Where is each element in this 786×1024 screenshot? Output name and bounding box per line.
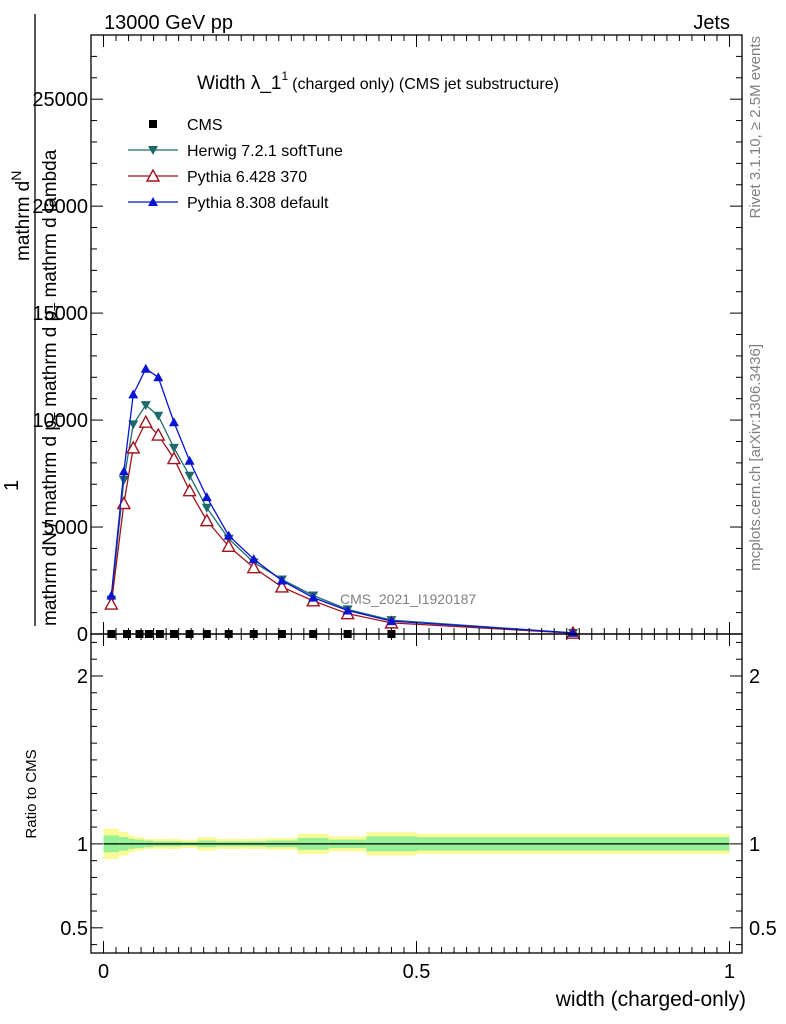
legend-item: Pythia 6.428 370 (128, 168, 307, 186)
y-label-denominator: mathrm dN / mathrm d pT mathrm d pT math… (40, 149, 66, 626)
header-category: Jets (693, 12, 730, 34)
legend-marker (145, 168, 161, 182)
data-point (118, 475, 129, 485)
data-point (199, 513, 214, 527)
y-tick-label: 25000 (32, 89, 88, 111)
legend: CMS Herwig 7.2.1 softTune Pythia 6.428 370… (128, 117, 343, 212)
ratio-plot-panel: 0.5 0.51 12 2 0 0.5 1 (60, 633, 777, 983)
data-point (274, 579, 290, 593)
ratio-y-label: Ratio to CMS (23, 749, 40, 838)
data-point (118, 466, 129, 476)
data-point (138, 414, 153, 428)
x-tick-label: 0 (98, 961, 109, 983)
data-point (168, 417, 179, 427)
y-tick-label: 2 (77, 666, 88, 688)
legend-marker (148, 197, 158, 206)
ratio-y-axis: 0.5 0.5 1 1 2 2 (60, 641, 777, 946)
data-point (276, 575, 287, 585)
data-point (184, 455, 195, 465)
legend-label: Pythia 6.428 370 (187, 169, 307, 186)
data-point (221, 538, 236, 552)
y-tick-label: 15000 (32, 303, 88, 325)
data-point (248, 554, 259, 564)
y-tick-label: 20000 (32, 196, 88, 218)
plot-title-superscript: 1 (281, 69, 288, 83)
data-point (151, 427, 166, 441)
header-process: 13000 GeV pp (104, 12, 233, 34)
data-point (201, 492, 212, 502)
legend-label: Pythia 8.308 default (187, 195, 329, 212)
y-tick-label: 0 (77, 624, 88, 646)
data-point (567, 627, 578, 637)
x-axis-label: width (charged-only) (555, 988, 746, 1011)
x-tick-label: 1 (724, 961, 735, 983)
ratio-x-axis: 0 0.5 1 (98, 634, 735, 983)
main-plot-panel: 0 5000 10000 15000 20000 25000 (32, 34, 743, 646)
x-tick-label: 0.5 (403, 961, 431, 983)
ratio-plot-frame (90, 633, 743, 954)
series-3 (106, 363, 578, 637)
plot-title-main: Width λ_1 (197, 73, 281, 94)
y-tick-label: 5000 (44, 517, 89, 539)
legend-marker (149, 120, 157, 128)
mcplots-label: mcplots.cern.ch [arXiv:1306.3436] (747, 344, 764, 571)
main-y-label: 1 mathrm dN mathrm dN / mathrm d pT math… (1, 14, 66, 626)
data-point (153, 372, 164, 382)
y-tick-label-right: 1 (749, 834, 760, 856)
y-tick-label: 1 (77, 834, 88, 856)
legend-item: CMS (149, 117, 223, 134)
data-point (106, 590, 117, 600)
data-point (128, 389, 139, 399)
data-point (223, 530, 234, 540)
data-point (308, 592, 319, 602)
data-point (166, 451, 182, 465)
legend-label: Herwig 7.2.1 softTune (187, 143, 343, 160)
y-tick-label: 0.5 (60, 918, 88, 940)
y-tick-label: 10000 (32, 410, 88, 432)
data-point (126, 440, 141, 454)
data-point (184, 471, 195, 481)
analysis-watermark: CMS_2021_I1920187 (340, 591, 476, 607)
data-point (140, 401, 151, 411)
data-point (201, 503, 212, 513)
data-point (153, 411, 164, 421)
legend-item: Herwig 7.2.1 softTune (128, 143, 343, 160)
plot-title: Width λ_11 (charged only) (CMS jet substr… (197, 69, 559, 94)
y-tick-label-right: 2 (749, 666, 760, 688)
data-point (386, 616, 397, 626)
data-point (182, 483, 197, 497)
data-point (128, 420, 139, 430)
y-label-numerator: mathrm dN (8, 171, 34, 261)
data-point (140, 363, 151, 373)
data-point (246, 560, 261, 574)
data-point (104, 596, 119, 610)
y-tick-label-right: 0.5 (749, 918, 777, 940)
data-point (342, 605, 353, 615)
legend-label: CMS (187, 117, 223, 134)
y-label-one: 1 (1, 480, 23, 491)
data-point (168, 443, 179, 453)
main-y-axis: 0 5000 10000 15000 20000 25000 (32, 34, 742, 646)
legend-item: Pythia 8.308 default (128, 195, 329, 212)
rivet-version-label: Rivet 3.1.10, ≥ 2.5M events (747, 36, 764, 219)
legend-marker (148, 146, 158, 155)
plot-title-rest: (charged only) (CMS jet substructure) (292, 76, 559, 93)
main-x-ticks (103, 35, 730, 634)
